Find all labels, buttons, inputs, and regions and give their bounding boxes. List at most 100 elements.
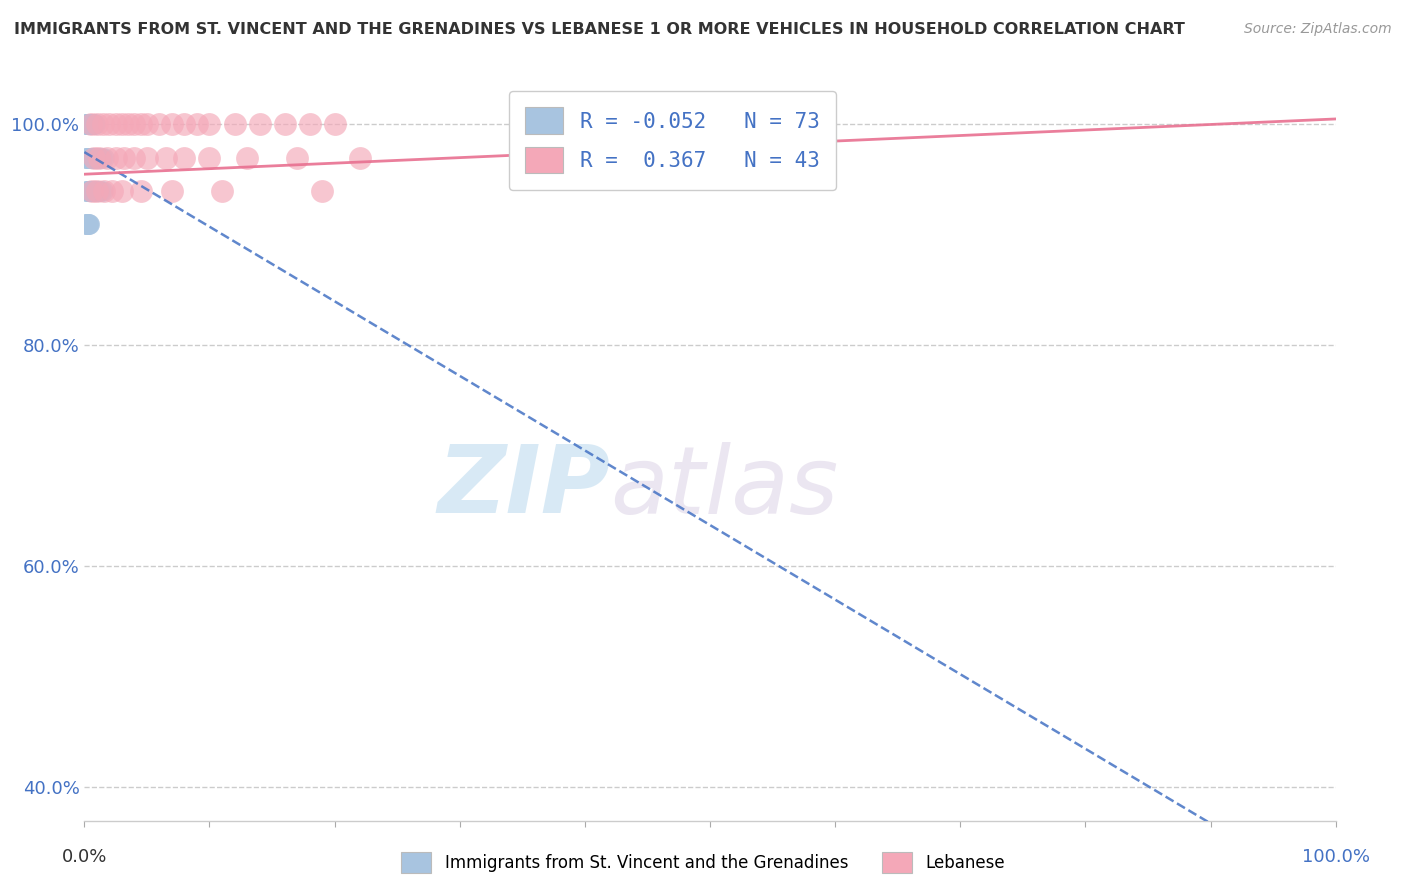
Legend: R = -0.052   N = 73, R =  0.367   N = 43: R = -0.052 N = 73, R = 0.367 N = 43	[509, 91, 837, 190]
Point	[148, 118, 170, 132]
Text: 100.0%: 100.0%	[1302, 848, 1369, 866]
Point	[76, 151, 98, 165]
Point	[311, 184, 333, 198]
Point	[298, 118, 321, 132]
Point	[83, 151, 105, 165]
Point	[198, 151, 221, 165]
Point	[77, 217, 100, 231]
Point	[273, 118, 295, 132]
Point	[82, 184, 104, 198]
Point	[83, 151, 105, 165]
Point	[173, 118, 195, 132]
Point	[89, 151, 111, 165]
Point	[80, 118, 103, 132]
Point	[89, 151, 111, 165]
Point	[323, 118, 346, 132]
Point	[186, 118, 208, 132]
Point	[75, 217, 97, 231]
Point	[77, 217, 100, 231]
Text: ZIP: ZIP	[437, 442, 610, 533]
Point	[211, 184, 233, 198]
Point	[76, 151, 98, 165]
Point	[124, 151, 146, 165]
Point	[86, 184, 108, 198]
Point	[79, 151, 101, 165]
Point	[136, 151, 159, 165]
Point	[77, 184, 100, 198]
Point	[79, 118, 101, 132]
Legend: Immigrants from St. Vincent and the Grenadines, Lebanese: Immigrants from St. Vincent and the Gren…	[395, 846, 1011, 880]
Point	[79, 184, 101, 198]
Point	[104, 151, 127, 165]
Point	[75, 151, 97, 165]
Point	[86, 151, 108, 165]
Point	[160, 184, 183, 198]
Point	[79, 118, 101, 132]
Point	[84, 151, 107, 165]
Point	[91, 118, 114, 132]
Point	[79, 151, 101, 165]
Point	[76, 184, 98, 198]
Point	[84, 184, 107, 198]
Point	[80, 118, 103, 132]
Point	[83, 118, 105, 132]
Point	[136, 118, 159, 132]
Point	[111, 184, 134, 198]
Point	[75, 151, 97, 165]
Point	[112, 151, 135, 165]
Point	[80, 151, 103, 165]
Point	[83, 118, 105, 132]
Point	[86, 118, 108, 132]
Point	[104, 118, 127, 132]
Point	[80, 151, 103, 165]
Point	[82, 118, 104, 132]
Point	[87, 184, 110, 198]
Point	[98, 118, 121, 132]
Point	[93, 184, 115, 198]
Point	[155, 151, 177, 165]
Point	[87, 151, 110, 165]
Point	[82, 118, 104, 132]
Point	[77, 118, 100, 132]
Point	[86, 184, 108, 198]
Point	[224, 118, 246, 132]
Point	[80, 118, 103, 132]
Point	[90, 151, 112, 165]
Point	[77, 118, 100, 132]
Point	[75, 118, 97, 132]
Point	[198, 118, 221, 132]
Point	[82, 151, 104, 165]
Point	[249, 118, 271, 132]
Point	[76, 217, 98, 231]
Point	[77, 118, 100, 132]
Point	[285, 151, 308, 165]
Point	[76, 184, 98, 198]
Point	[77, 217, 100, 231]
Point	[236, 151, 259, 165]
Point	[76, 118, 98, 132]
Point	[79, 118, 101, 132]
Point	[129, 184, 152, 198]
Point	[90, 184, 112, 198]
Point	[75, 184, 97, 198]
Point	[91, 184, 114, 198]
Point	[111, 118, 134, 132]
Point	[83, 184, 105, 198]
Point	[124, 118, 146, 132]
Point	[79, 118, 101, 132]
Point	[96, 151, 118, 165]
Point	[79, 151, 101, 165]
Point	[80, 118, 103, 132]
Text: Source: ZipAtlas.com: Source: ZipAtlas.com	[1244, 22, 1392, 37]
Point	[76, 118, 98, 132]
Point	[82, 118, 104, 132]
Point	[76, 118, 98, 132]
Point	[101, 184, 124, 198]
Point	[80, 184, 103, 198]
Text: IMMIGRANTS FROM ST. VINCENT AND THE GRENADINES VS LEBANESE 1 OR MORE VEHICLES IN: IMMIGRANTS FROM ST. VINCENT AND THE GREN…	[14, 22, 1185, 37]
Point	[349, 151, 371, 165]
Point	[77, 118, 100, 132]
Text: atlas: atlas	[610, 442, 838, 533]
Point	[129, 118, 152, 132]
Point	[762, 118, 785, 132]
